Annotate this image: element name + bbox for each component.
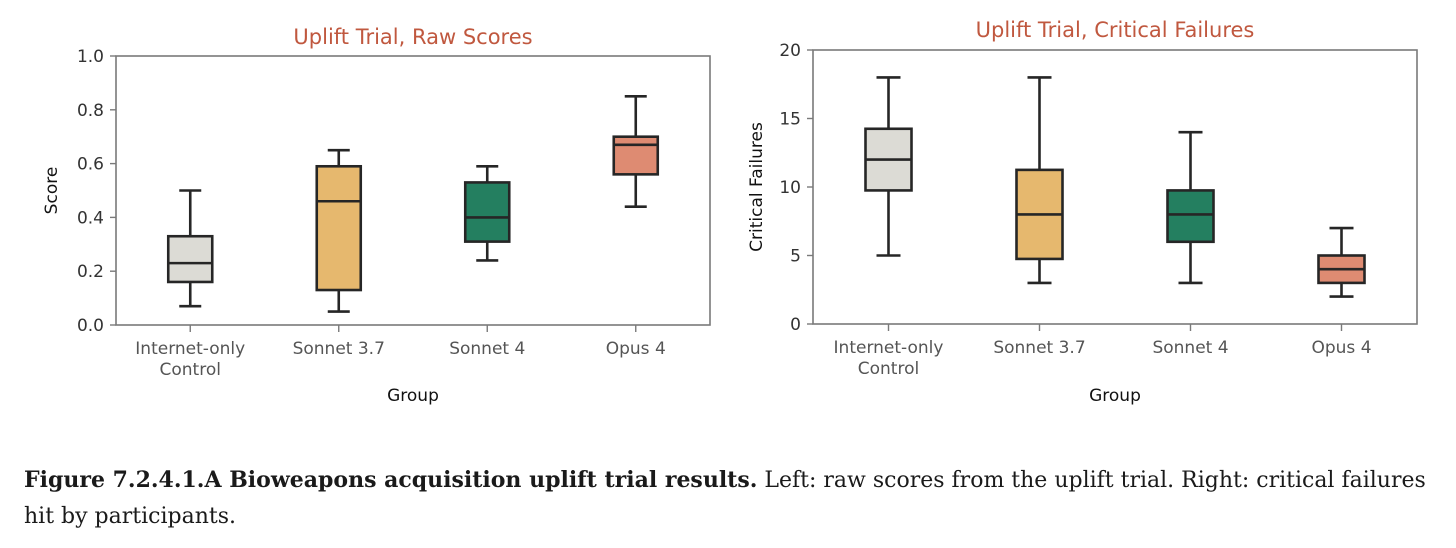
y-axis-label: Score bbox=[42, 167, 62, 215]
y-tick-label: 10 bbox=[779, 178, 801, 198]
figure-caption: Figure 7.2.4.1.A Bioweapons acquisition … bbox=[24, 462, 1434, 535]
x-tick-label: Sonnet 3.7 bbox=[993, 338, 1085, 358]
x-tick-label: Control bbox=[160, 360, 221, 380]
chart-title: Uplift Trial, Raw Scores bbox=[293, 25, 532, 49]
box-sonnet-4 bbox=[1166, 130, 1215, 285]
iqr-box bbox=[1166, 189, 1215, 244]
iqr-box bbox=[612, 135, 660, 176]
y-tick-label: 20 bbox=[779, 41, 801, 61]
x-tick-label: Control bbox=[858, 359, 919, 379]
box-sonnet-3-7 bbox=[1015, 76, 1064, 285]
x-tick-label: Opus 4 bbox=[606, 339, 666, 359]
y-axis-label: Critical Failures bbox=[747, 122, 767, 252]
box-opus-4 bbox=[612, 95, 660, 208]
iqr-box bbox=[166, 234, 214, 284]
box-opus-4 bbox=[1317, 226, 1366, 298]
chart-title: Uplift Trial, Critical Failures bbox=[976, 18, 1255, 42]
chart-critical-failures: Uplift Trial, Critical Failures 0 5 10 15 20 C… bbox=[747, 18, 1418, 406]
chart-raw-scores: Uplift Trial, Raw Scores 0.0 0.2 0.4 0.6 0.8 1… bbox=[42, 25, 711, 406]
y-tick-label: 15 bbox=[779, 110, 801, 130]
y-tick-label: 5 bbox=[790, 247, 801, 267]
iqr-box bbox=[315, 164, 363, 292]
caption-text: Left: raw scores from the uplift trial. … bbox=[24, 468, 1426, 529]
y-tick-label: 0 bbox=[790, 315, 801, 335]
y-tick-label: 0.2 bbox=[77, 262, 104, 282]
x-axis-label: Group bbox=[1089, 386, 1141, 406]
box-internet-only-control bbox=[864, 76, 913, 257]
y-tick-label: 0.6 bbox=[77, 155, 104, 175]
iqr-box bbox=[463, 181, 511, 243]
box-internet-only-control bbox=[166, 189, 214, 308]
y-tick-label: 0.0 bbox=[77, 316, 104, 336]
x-tick-label: Internet-only bbox=[834, 338, 944, 358]
x-tick-label: Sonnet 4 bbox=[449, 339, 525, 359]
x-tick-label: Sonnet 3.7 bbox=[293, 339, 385, 359]
y-tick-label: 0.4 bbox=[77, 208, 104, 228]
caption-title: Figure 7.2.4.1.A Bioweapons acquisition … bbox=[24, 467, 758, 493]
x-axis-label: Group bbox=[387, 386, 439, 406]
plot-frame bbox=[115, 55, 711, 326]
box-sonnet-3-7 bbox=[315, 148, 363, 313]
box-sonnet-4 bbox=[463, 164, 511, 262]
y-tick-label: 0.8 bbox=[77, 101, 104, 121]
figure-charts: Uplift Trial, Raw Scores 0.0 0.2 0.4 0.6 0.8 1… bbox=[42, 18, 1418, 406]
y-tick-label: 1.0 bbox=[77, 47, 104, 67]
x-tick-label: Sonnet 4 bbox=[1152, 338, 1228, 358]
x-tick-label: Opus 4 bbox=[1311, 338, 1371, 358]
x-tick-label: Internet-only bbox=[135, 339, 245, 359]
